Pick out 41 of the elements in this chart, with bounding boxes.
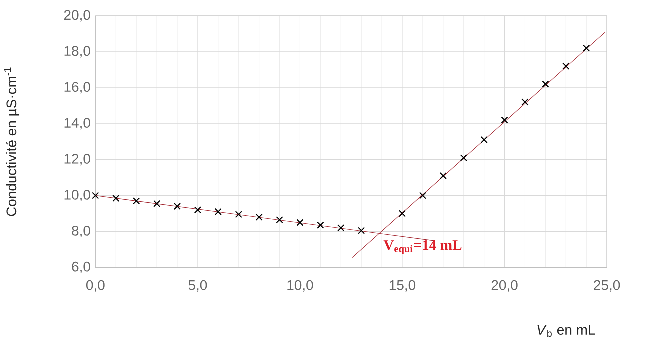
point (317, 222, 324, 230)
point (522, 98, 529, 106)
x-tick-label: 20,0 (492, 280, 518, 292)
point (583, 44, 590, 52)
y-axis-title: Conductivité en µS·cm$^{-1}$ (4, 68, 20, 216)
point (296, 219, 304, 226)
point (501, 116, 508, 124)
y-tick-label: 18,0 (64, 46, 90, 58)
point (480, 136, 488, 144)
x-tick-label: 10,0 (288, 280, 314, 292)
point (174, 203, 182, 210)
point (542, 80, 550, 88)
point (194, 206, 202, 214)
point (276, 216, 284, 224)
point (133, 198, 140, 205)
x-tick-label: 5,0 (188, 280, 208, 292)
y-tick-label: 8,0 (72, 226, 90, 238)
point (256, 214, 263, 222)
annotation: V$_{equi}$=14 mL (384, 240, 462, 255)
point (419, 192, 426, 200)
y-tick-label: 10,0 (64, 190, 90, 202)
y-tick-label: 6,0 (72, 262, 90, 274)
x-tick-label: 0,0 (86, 280, 105, 292)
y-tick-label: 12,0 (64, 154, 90, 166)
point (562, 62, 570, 70)
point (398, 210, 406, 218)
point (440, 172, 447, 180)
y-tick-label: 16,0 (64, 82, 90, 94)
point (235, 211, 242, 218)
point (214, 208, 222, 216)
x-axis-title: V$_{b}$ en mL (538, 325, 596, 338)
point (112, 195, 120, 202)
point (92, 192, 100, 200)
y-tick-label: 14,0 (64, 118, 90, 130)
point (358, 227, 366, 235)
x-tick-label: 15,0 (390, 280, 416, 292)
point (153, 200, 161, 208)
point (338, 224, 345, 232)
y-tick-label: 20,0 (64, 10, 90, 22)
x-tick-label: 25,0 (594, 280, 620, 292)
point (460, 154, 468, 162)
